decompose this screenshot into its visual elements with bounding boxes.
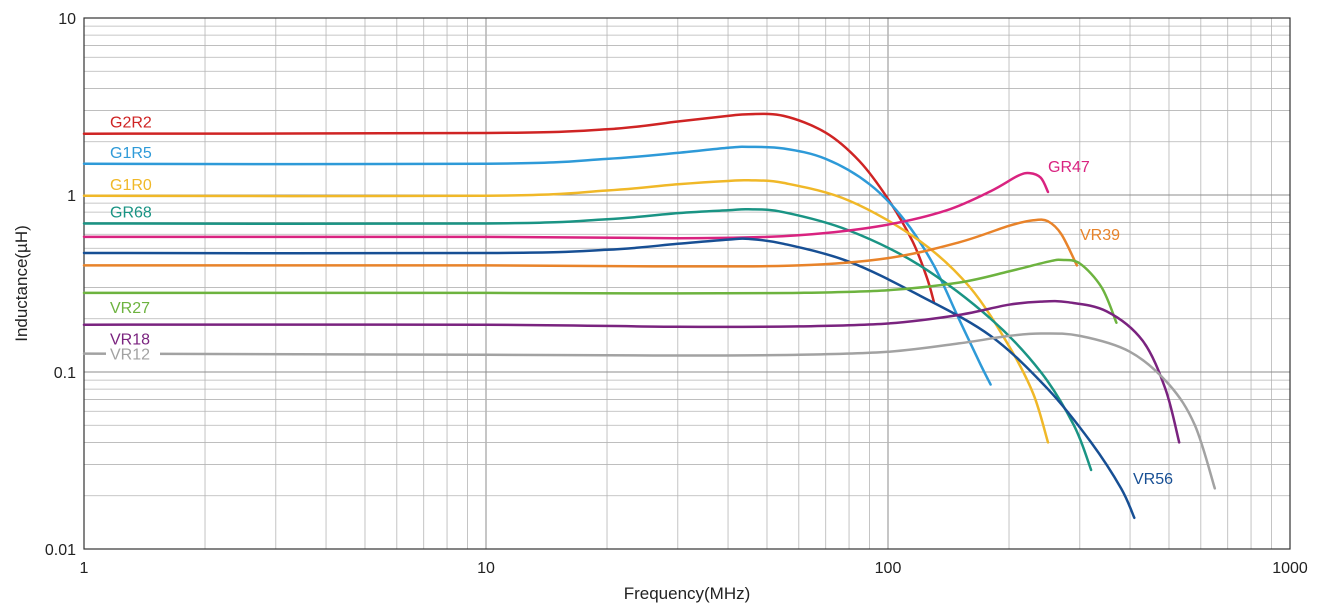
series-label-vr18: VR18	[110, 332, 150, 349]
series-line-gr68	[82, 207, 1093, 472]
series-line-vr39	[82, 218, 1079, 268]
x-tick-label: 1000	[1272, 560, 1308, 577]
series-lines	[82, 112, 1217, 520]
series-label-g2r2: G2R2	[110, 115, 152, 132]
x-tick-label: 10	[477, 560, 495, 577]
series-line-vr12	[82, 332, 1217, 490]
series-line-vr18	[82, 299, 1181, 444]
x-tick-label: 1	[80, 560, 89, 577]
series-label-vr39: VR39	[1080, 227, 1120, 244]
plot-frame	[83, 17, 1291, 550]
series-label-vr56: VR56	[1133, 471, 1173, 488]
tick-labels: 1 10 100 1000 0.01 0.1 1 10	[45, 11, 1308, 577]
grid	[84, 18, 1290, 549]
y-tick-label: 10	[58, 11, 76, 28]
series-label-g1r0: G1R0	[110, 177, 152, 194]
series-line-gr47	[82, 171, 1050, 240]
y-tick-label: 0.01	[45, 542, 76, 559]
y-tick-label: 0.1	[54, 365, 76, 382]
series-line-g1r5	[82, 145, 992, 386]
series-line-g1r0	[82, 178, 1050, 444]
series-label-gr68: GR68	[110, 205, 152, 222]
x-axis-label: Frequency(MHz)	[624, 584, 751, 603]
series-label-vr27: VR27	[110, 300, 150, 317]
series-label-g1r5: G1R5	[110, 145, 152, 162]
series-label-gr47: GR47	[1048, 159, 1090, 176]
series-line-vr27	[82, 258, 1118, 324]
series-label-bg	[106, 345, 160, 364]
series-label-vr12: VR12	[110, 347, 150, 364]
series-line-vr56	[82, 237, 1136, 520]
y-tick-label: 1	[67, 188, 76, 205]
y-axis-label: Inductance(µH)	[12, 225, 31, 342]
x-tick-label: 100	[875, 560, 902, 577]
